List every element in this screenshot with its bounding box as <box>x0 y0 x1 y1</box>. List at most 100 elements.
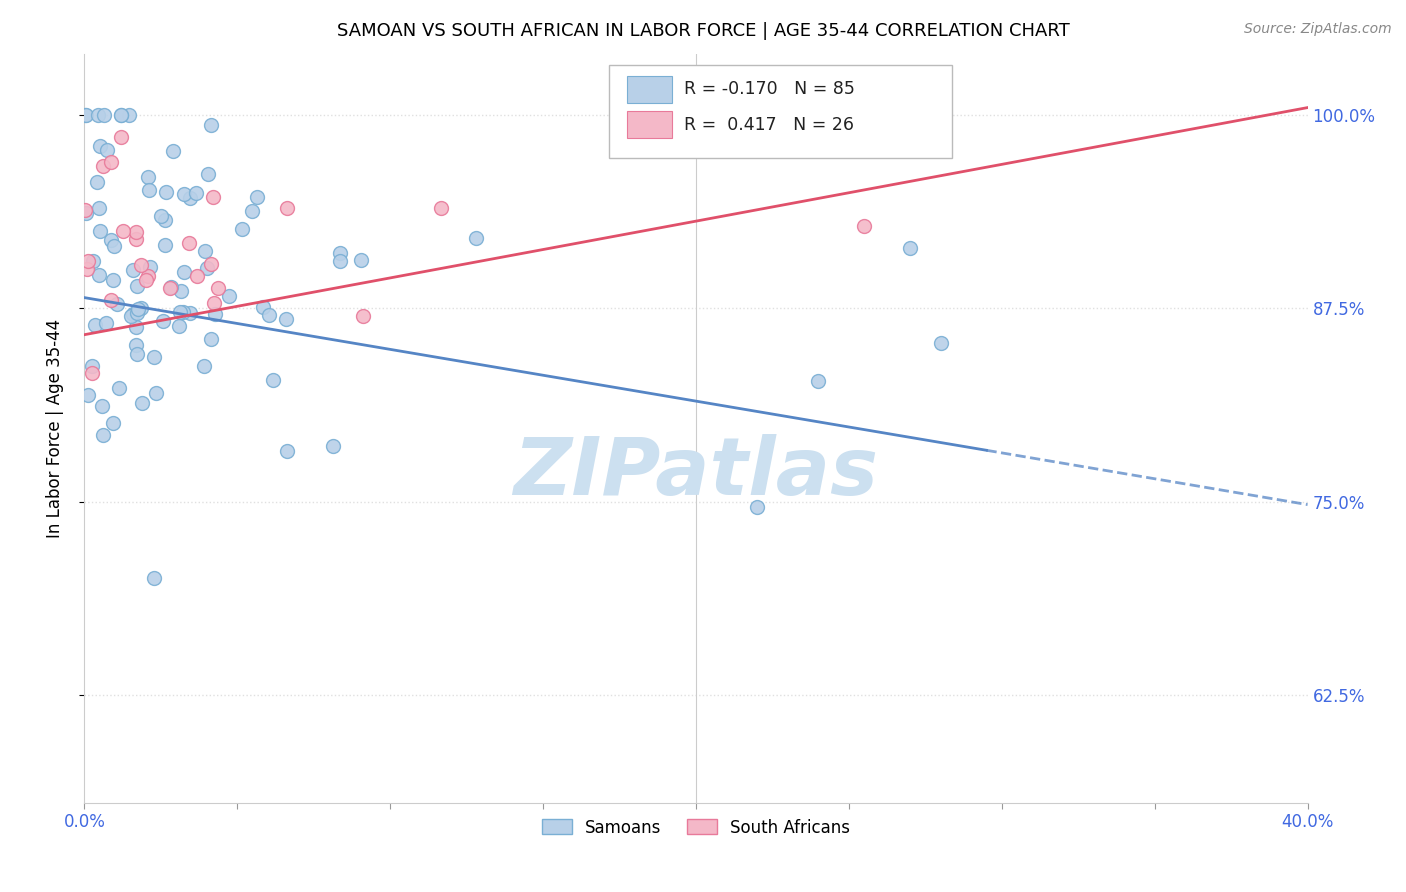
Point <box>111 224 134 238</box>
Point <box>127 302 149 317</box>
Point <box>103 238 125 252</box>
Point <box>96 143 118 157</box>
Point <box>100 234 122 248</box>
Point <box>172 305 194 319</box>
Point <box>430 202 453 216</box>
Point <box>87 268 110 282</box>
Text: SAMOAN VS SOUTH AFRICAN IN LABOR FORCE | AGE 35-44 CORRELATION CHART: SAMOAN VS SOUTH AFRICAN IN LABOR FORCE |… <box>336 22 1070 40</box>
Point <box>75 108 97 122</box>
Point <box>138 260 160 274</box>
Point <box>218 289 240 303</box>
Point <box>194 244 217 258</box>
Point <box>200 332 222 346</box>
Point <box>82 253 104 268</box>
Text: R =  0.417   N = 26: R = 0.417 N = 26 <box>683 116 853 134</box>
FancyBboxPatch shape <box>609 65 952 159</box>
Point <box>77 254 100 268</box>
Point <box>76 262 98 277</box>
Point <box>125 225 148 239</box>
Point <box>103 273 125 287</box>
Text: Source: ZipAtlas.com: Source: ZipAtlas.com <box>1244 22 1392 37</box>
Point <box>747 500 769 514</box>
Point <box>179 236 201 251</box>
Point <box>252 300 274 314</box>
Point <box>159 280 181 294</box>
Point <box>807 131 830 145</box>
Point <box>135 273 157 287</box>
Point <box>207 281 229 295</box>
Point <box>129 258 152 272</box>
Point <box>91 159 114 173</box>
Point <box>77 387 100 401</box>
Point <box>121 263 143 277</box>
Point <box>262 373 284 387</box>
Point <box>898 241 921 255</box>
Point <box>193 359 215 374</box>
Point <box>276 202 298 216</box>
Point <box>201 190 224 204</box>
Point <box>173 265 195 279</box>
Point <box>89 224 111 238</box>
Point <box>142 571 165 585</box>
Point <box>464 231 486 245</box>
Point <box>322 439 344 453</box>
Point <box>124 232 146 246</box>
Point <box>259 308 281 322</box>
Point <box>90 399 112 413</box>
Point <box>91 428 114 442</box>
Point <box>73 202 96 217</box>
Point <box>186 268 208 283</box>
Point <box>929 336 952 351</box>
Point <box>131 395 153 409</box>
Point <box>276 444 298 458</box>
Point <box>89 201 111 215</box>
Point <box>125 319 148 334</box>
Point <box>274 312 297 326</box>
Text: R = -0.170   N = 85: R = -0.170 N = 85 <box>683 80 855 98</box>
Point <box>138 170 160 185</box>
Point <box>125 306 148 320</box>
Point <box>240 203 263 218</box>
Point <box>197 167 219 181</box>
Point <box>352 309 374 323</box>
Point <box>853 219 876 233</box>
Point <box>127 278 149 293</box>
Point <box>94 317 117 331</box>
Point <box>167 318 190 333</box>
Point <box>86 175 108 189</box>
Point <box>329 254 352 268</box>
Point <box>231 222 253 236</box>
Point <box>108 381 131 395</box>
Point <box>136 268 159 283</box>
Point <box>89 138 111 153</box>
Point <box>93 108 115 122</box>
Point <box>80 366 103 380</box>
Point <box>202 296 225 310</box>
Point <box>200 256 222 270</box>
Point <box>110 130 132 145</box>
Point <box>329 246 352 260</box>
Point <box>162 144 184 158</box>
Point <box>350 253 373 268</box>
Point <box>170 284 193 298</box>
Point <box>107 297 129 311</box>
Point <box>110 108 132 122</box>
Point <box>150 209 173 223</box>
Point <box>103 417 125 431</box>
Point <box>152 314 174 328</box>
Point <box>117 108 139 122</box>
FancyBboxPatch shape <box>627 76 672 103</box>
Point <box>159 281 181 295</box>
Point <box>807 374 830 388</box>
Point <box>75 206 97 220</box>
Point <box>155 213 177 227</box>
Point <box>73 108 96 122</box>
Point <box>142 350 165 364</box>
Point <box>87 108 110 122</box>
Point <box>200 118 222 132</box>
Legend: Samoans, South Africans: Samoans, South Africans <box>536 812 856 843</box>
Point <box>121 307 143 321</box>
Point <box>155 185 177 199</box>
Point <box>83 318 105 332</box>
Point <box>100 293 122 307</box>
